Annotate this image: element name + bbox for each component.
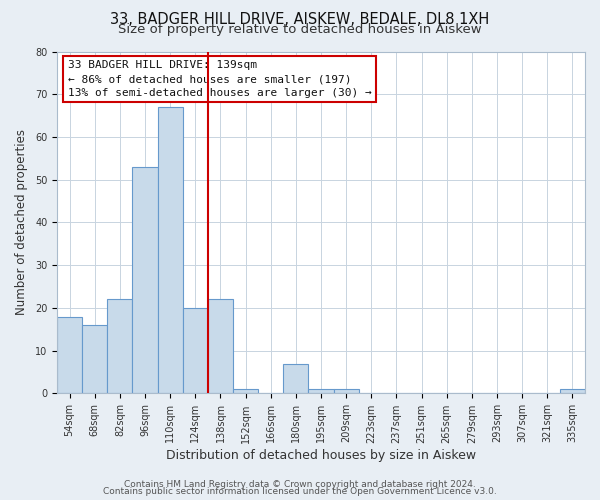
Bar	[308, 389, 334, 394]
Bar	[158, 107, 183, 394]
Bar	[107, 300, 133, 394]
Bar	[560, 389, 585, 394]
Bar	[57, 316, 82, 394]
Bar	[208, 300, 233, 394]
Bar	[334, 389, 359, 394]
Bar	[133, 167, 158, 394]
Text: Contains HM Land Registry data © Crown copyright and database right 2024.: Contains HM Land Registry data © Crown c…	[124, 480, 476, 489]
Y-axis label: Number of detached properties: Number of detached properties	[15, 130, 28, 316]
Bar	[82, 325, 107, 394]
Text: Contains public sector information licensed under the Open Government Licence v3: Contains public sector information licen…	[103, 487, 497, 496]
Bar	[183, 308, 208, 394]
Text: 33 BADGER HILL DRIVE: 139sqm
← 86% of detached houses are smaller (197)
13% of s: 33 BADGER HILL DRIVE: 139sqm ← 86% of de…	[68, 60, 371, 98]
Text: Size of property relative to detached houses in Aiskew: Size of property relative to detached ho…	[118, 22, 482, 36]
X-axis label: Distribution of detached houses by size in Aiskew: Distribution of detached houses by size …	[166, 450, 476, 462]
Text: 33, BADGER HILL DRIVE, AISKEW, BEDALE, DL8 1XH: 33, BADGER HILL DRIVE, AISKEW, BEDALE, D…	[110, 12, 490, 28]
Bar	[233, 389, 258, 394]
Bar	[283, 364, 308, 394]
